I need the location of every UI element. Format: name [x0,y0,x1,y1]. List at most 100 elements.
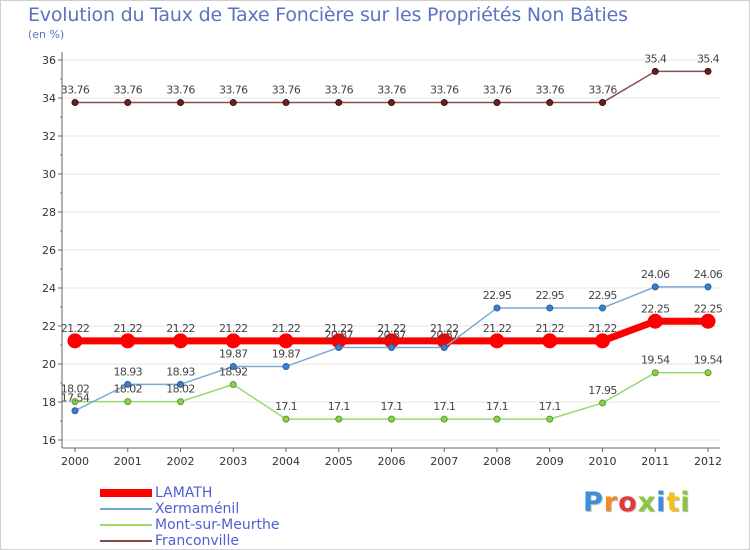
data-label-mont-sur-meurthe: 18.02 [166,383,195,396]
data-point-mont-sur-meurthe [335,415,343,423]
data-point-lamath [278,333,294,349]
data-point-xermam-nil [335,343,343,351]
logo-letter: P [583,487,604,518]
data-label-mont-sur-meurthe: 17.1 [433,400,455,413]
data-point-franconville [124,99,132,107]
data-label-lamath: 21.22 [588,322,617,335]
data-point-xermam-nil [388,343,395,351]
y-tick-label: 34 [42,92,56,105]
x-tick-label: 2011 [641,455,669,468]
data-point-mont-sur-meurthe [229,381,237,389]
y-tick-label: 32 [42,130,56,143]
data-point-franconville [177,99,184,107]
data-label-xermam-nil: 19.87 [272,347,301,360]
legend-label-xermamenil: Xermaménil [155,501,240,517]
data-point-lamath [647,313,663,329]
data-point-xermam-nil [651,283,659,291]
data-point-lamath [173,333,188,349]
data-label-lamath: 22.25 [641,302,670,315]
legend-item-xermamenil: Xermaménil [100,501,279,517]
legend-item-lamath: LAMATH [100,485,279,501]
data-label-lamath: 21.22 [114,322,143,335]
data-label-lamath: 21.22 [430,322,459,335]
data-label-xermam-nil: 24.06 [694,268,723,281]
data-point-lamath [120,333,136,349]
x-tick-label: 2010 [589,455,617,468]
legend-label-mont-sur-meurthe: Mont-sur-Meurthe [155,517,280,533]
proxiti-logo: Proxiti [583,487,691,518]
y-tick-label: 16 [42,434,56,447]
data-label-xermam-nil: 20.87 [325,328,354,341]
data-label-lamath: 21.22 [377,322,406,335]
data-label-franconville: 33.76 [430,84,459,97]
x-tick-label: 2012 [694,455,722,468]
data-label-mont-sur-meurthe: 17.1 [539,400,561,413]
legend-label-lamath: LAMATH [155,485,213,501]
data-point-mont-sur-meurthe [388,415,395,423]
data-point-xermam-nil [440,343,448,351]
data-point-franconville [282,99,290,107]
data-label-xermam-nil: 18.93 [114,365,143,378]
data-point-franconville [335,99,343,107]
data-point-xermam-nil [599,304,606,312]
y-axis-unit: (en %) [28,28,65,41]
data-label-franconville: 33.76 [114,84,143,97]
data-point-mont-sur-meurthe [177,398,184,406]
data-label-franconville: 33.76 [588,84,617,97]
data-point-xermam-nil [177,380,184,388]
data-label-mont-sur-meurthe: 18.92 [219,366,248,379]
data-point-xermam-nil [71,407,79,415]
data-point-franconville [599,99,606,107]
data-label-franconville: 33.76 [219,84,248,97]
y-tick-label: 36 [42,54,56,67]
data-point-lamath [489,333,505,349]
data-point-franconville [440,99,448,107]
data-label-mont-sur-meurthe: 19.54 [694,354,723,367]
x-tick-label: 2007 [430,455,458,468]
data-label-xermam-nil: 20.87 [430,328,459,341]
data-point-mont-sur-meurthe [493,415,501,423]
data-label-lamath: 21.22 [483,322,512,335]
data-point-mont-sur-meurthe [440,415,448,423]
data-label-lamath: 22.25 [694,302,723,315]
logo-letter: r [603,487,619,518]
data-point-mont-sur-meurthe [599,399,606,407]
data-label-xermam-nil: 20.87 [377,328,406,341]
data-label-xermam-nil: 24.06 [641,268,670,281]
data-label-franconville: 33.76 [536,84,565,97]
data-label-xermam-nil: 19.87 [219,347,248,360]
logo-letter: t [666,487,681,518]
logo-letter: i [656,487,667,518]
data-label-lamath: 21.22 [536,322,565,335]
data-point-xermam-nil [704,283,712,291]
chart-title: Evolution du Taux de Taxe Foncière sur l… [28,4,628,26]
y-tick-label: 22 [42,320,56,333]
x-tick-label: 2000 [61,455,89,468]
data-label-xermam-nil: 18.93 [166,365,195,378]
data-label-franconville: 33.76 [61,84,90,97]
data-label-franconville: 33.76 [166,84,195,97]
data-point-lamath [595,333,610,349]
data-label-xermam-nil: 22.95 [483,289,512,302]
x-tick-label: 2001 [114,455,142,468]
logo-letter: o [618,487,638,518]
data-label-lamath: 21.22 [61,322,90,335]
data-point-mont-sur-meurthe [651,369,659,377]
y-tick-label: 24 [42,282,56,295]
data-label-franconville: 33.76 [377,84,406,97]
data-point-xermam-nil [546,304,554,312]
data-label-xermam-nil: 22.95 [588,289,617,302]
data-label-mont-sur-meurthe: 18.02 [61,383,90,396]
data-point-franconville [493,99,501,107]
data-label-mont-sur-meurthe: 17.1 [275,400,297,413]
data-label-franconville: 33.76 [325,84,354,97]
data-label-mont-sur-meurthe: 18.02 [114,383,143,396]
legend-item-mont-sur-meurthe: Mont-sur-Meurthe [100,517,279,533]
legend-label-franconville: Franconville [155,533,239,549]
logo-letter: x [637,487,657,518]
data-label-franconville: 35.4 [644,52,667,65]
data-label-lamath: 21.22 [219,322,248,335]
legend: LAMATH Xermaménil Mont-sur-Meurthe Franc… [100,485,279,549]
y-tick-label: 18 [42,396,56,409]
